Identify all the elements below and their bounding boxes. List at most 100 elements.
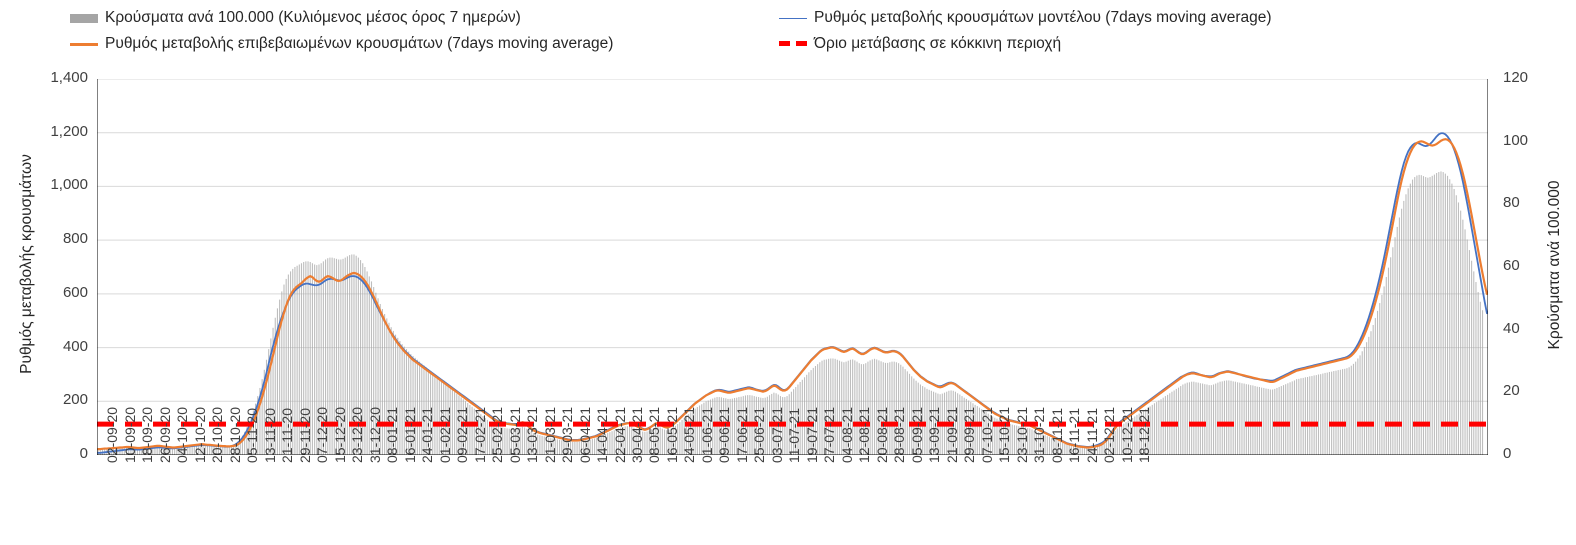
- bar: [830, 358, 832, 455]
- bar: [1250, 385, 1252, 455]
- bar: [447, 386, 449, 455]
- bar: [1394, 237, 1396, 455]
- bar: [1099, 446, 1101, 455]
- bar: [873, 358, 876, 455]
- bar: [1000, 420, 1002, 455]
- bar: [694, 408, 696, 455]
- bar: [884, 362, 886, 455]
- legend-label-threshold: Όριο μετάβασης σε κόκκινη περιοχή: [814, 35, 1062, 52]
- bar: [537, 434, 539, 455]
- bar: [237, 441, 239, 455]
- bar: [414, 357, 416, 455]
- legend-item-cases[interactable]: Κρούσματα ανά 100.000 (Κυλιόμενος μέσος …: [70, 9, 521, 27]
- bar: [1090, 448, 1092, 455]
- legend-item-confirmed-rate[interactable]: Ρυθμός μεταβολής επιβεβαιωμένων κρουσμάτ…: [70, 35, 613, 53]
- y-axis-right-tick-label: 20: [1503, 382, 1520, 400]
- bar: [1210, 385, 1212, 455]
- bar: [1278, 387, 1280, 455]
- bar: [1381, 294, 1383, 455]
- bar: [314, 264, 316, 455]
- gridlines: [97, 79, 1488, 402]
- bar: [1280, 386, 1282, 455]
- bar: [344, 257, 346, 455]
- bar: [1134, 416, 1136, 455]
- bar: [1298, 378, 1300, 455]
- bar: [434, 374, 436, 455]
- x-axis-tick-label: 18-12-21: [1136, 406, 1153, 463]
- bar: [215, 445, 217, 455]
- bar: [865, 363, 867, 455]
- bar: [134, 447, 136, 455]
- x-axis-tick-label: 03-07-21: [768, 406, 785, 463]
- plot-svg: [97, 79, 1488, 455]
- bar: [825, 359, 827, 455]
- bar: [1228, 380, 1230, 455]
- bar: [152, 445, 154, 455]
- bar: [250, 416, 252, 455]
- bar: [1291, 381, 1293, 455]
- bar: [736, 397, 738, 455]
- bar: [887, 362, 889, 455]
- bar: [1287, 383, 1289, 455]
- bar: [541, 435, 543, 455]
- bar: [1077, 447, 1079, 455]
- bar: [902, 366, 904, 455]
- bar: [832, 358, 834, 455]
- bar: [620, 427, 622, 455]
- bar: [786, 396, 788, 455]
- bar: [1449, 179, 1451, 455]
- bar: [1009, 423, 1011, 455]
- bar: [1081, 447, 1083, 455]
- bar: [959, 394, 961, 455]
- bar: [198, 444, 200, 455]
- bar: [1024, 427, 1026, 455]
- legend-line-orange-icon: [70, 37, 98, 51]
- bar: [1335, 370, 1337, 455]
- bar: [381, 308, 383, 455]
- bar: [165, 446, 167, 455]
- bar: [670, 428, 672, 455]
- bar: [567, 441, 569, 455]
- bar: [209, 444, 211, 455]
- bar: [1300, 378, 1302, 455]
- legend-item-threshold[interactable]: Όριο μετάβασης σε κόκκινη περιοχή: [779, 35, 1061, 53]
- bar: [1048, 437, 1051, 455]
- bar: [1440, 171, 1442, 455]
- bar: [193, 444, 195, 455]
- x-axis-tick-label: 26-09-20: [156, 406, 173, 463]
- bar: [480, 414, 482, 455]
- bar: [836, 359, 838, 455]
- bar: [364, 267, 366, 455]
- bar: [136, 447, 139, 455]
- bar: [403, 346, 405, 455]
- y-axis-right-tick-label: 60: [1503, 257, 1520, 274]
- bar: [491, 423, 493, 455]
- x-axis-tick-label: 27-07-21: [821, 406, 838, 463]
- bar: [1223, 380, 1225, 455]
- x-axis-tick-label: 15-10-21: [996, 406, 1013, 463]
- bar: [1320, 374, 1322, 455]
- x-axis-tick-label: 05-09-21: [908, 406, 925, 463]
- bar: [585, 440, 587, 455]
- bar: [145, 446, 147, 455]
- bar: [311, 263, 313, 455]
- bar: [974, 404, 976, 455]
- x-axis-tick-label: 13-03-21: [524, 406, 541, 463]
- bar: [526, 428, 528, 455]
- bar: [1151, 404, 1153, 455]
- y-axis-right-tick-label: 40: [1503, 319, 1520, 337]
- y-axis-left-tick-label: 0: [79, 445, 88, 462]
- legend-item-model-rate[interactable]: Ρυθμός μεταβολής κρουσμάτων μοντέλου (7d…: [779, 9, 1272, 27]
- bar: [860, 364, 862, 455]
- bar: [653, 428, 655, 455]
- bar: [160, 445, 163, 455]
- bar: [158, 445, 160, 455]
- bar: [1033, 430, 1035, 455]
- bar: [1132, 418, 1134, 455]
- bar: [891, 361, 893, 455]
- bar: [580, 441, 582, 455]
- x-axis-tick-label: 11-07-21: [786, 407, 803, 463]
- bar: [1013, 425, 1016, 455]
- x-axis-tick-label: 23-12-20: [349, 406, 366, 463]
- bar: [1311, 376, 1313, 455]
